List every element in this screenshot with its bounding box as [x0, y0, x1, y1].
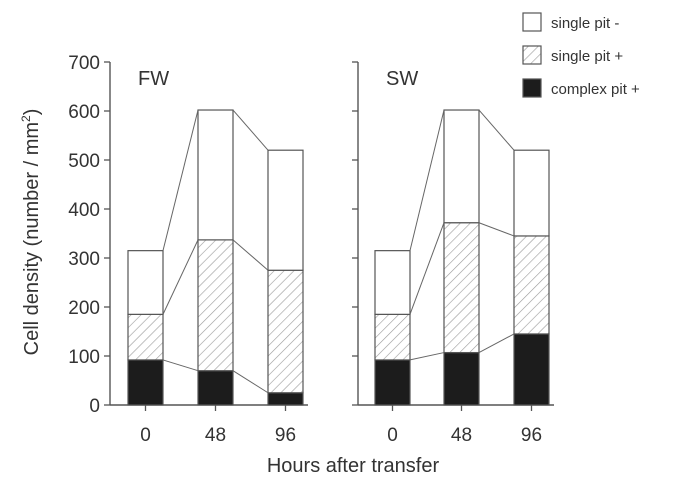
panel-label-sw: SW	[386, 68, 418, 90]
y-axis-label-superscript: 2	[19, 115, 33, 122]
bars-layer	[127, 109, 550, 406]
connector-line	[478, 109, 515, 151]
connector-line	[478, 222, 515, 237]
connector-line	[162, 109, 199, 251]
legend-swatch-1	[522, 12, 542, 32]
bar-segment-single-pit	[443, 222, 480, 354]
bar-segment-single-pit	[197, 109, 234, 241]
bar-segment-complex-pit	[267, 392, 304, 406]
bar-segment-complex-pit	[374, 359, 411, 406]
bar-segment-single-pit	[267, 149, 304, 271]
bar-segment-complex-pit	[513, 333, 550, 406]
y-tick-label: 0	[89, 396, 100, 417]
bar-segment-complex-pit	[197, 370, 234, 406]
y-tick-label: 100	[68, 347, 100, 368]
y-axis-label-suffix: )	[21, 109, 43, 116]
x-axis-label: Hours after transfer	[267, 455, 440, 477]
bar-segment-single-pit	[127, 250, 164, 315]
x-tick-label: 96	[275, 425, 296, 446]
y-tick-label: 200	[68, 298, 100, 319]
connector-line	[162, 359, 199, 372]
y-tick-label: 600	[68, 102, 100, 123]
legend-swatch-3	[522, 78, 542, 98]
bar-segment-single-pit	[513, 235, 550, 335]
legend: single pit - single pit + complex pit +	[522, 12, 640, 98]
connector-line	[409, 352, 445, 361]
x-tick-label: 48	[451, 425, 472, 446]
connector-line	[409, 109, 445, 251]
connector-line	[162, 239, 199, 315]
y-tick-label: 300	[68, 249, 100, 270]
bar-segment-single-pit	[127, 313, 164, 361]
panel-label-fw: FW	[138, 68, 169, 90]
legend-label: single pit -	[551, 15, 619, 32]
bar-segment-single-pit	[267, 269, 304, 394]
x-tick-label: 0	[387, 425, 398, 446]
bar-segment-single-pit	[374, 313, 411, 361]
connector-line	[232, 370, 269, 394]
legend-swatch-2	[522, 45, 542, 65]
connector-line	[478, 333, 515, 354]
y-tick-label: 700	[68, 53, 100, 74]
y-tick-label: 500	[68, 151, 100, 172]
bar-segment-single-pit	[513, 149, 550, 237]
bar-segment-single-pit	[374, 250, 411, 315]
x-tick-label: 96	[521, 425, 542, 446]
y-axis-label: Cell density (number / mm2)	[19, 109, 43, 356]
connector-line	[232, 109, 269, 151]
bar-segment-single-pit	[197, 239, 234, 372]
legend-label: single pit +	[551, 48, 623, 65]
connector-line	[232, 239, 269, 271]
legend-label: complex pit +	[551, 81, 640, 98]
bar-segment-complex-pit	[127, 359, 164, 406]
bar-segment-complex-pit	[443, 351, 480, 406]
bar-segment-single-pit	[443, 109, 480, 224]
connector-line	[409, 222, 445, 315]
x-tick-label: 0	[140, 425, 151, 446]
x-tick-label: 48	[205, 425, 226, 446]
y-tick-label: 400	[68, 200, 100, 221]
